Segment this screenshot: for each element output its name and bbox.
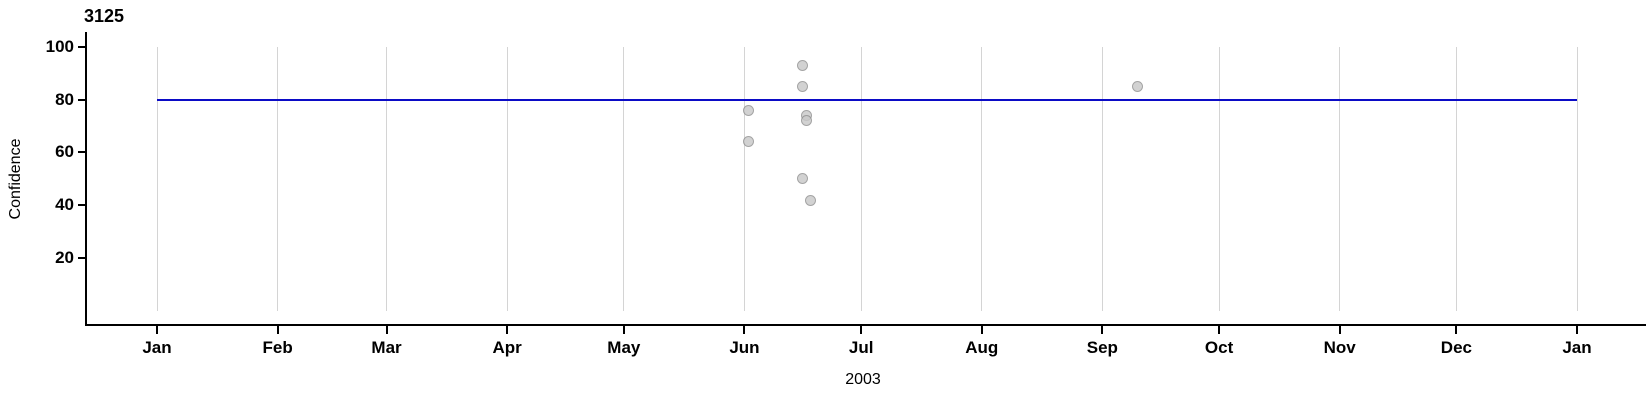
data-point: [1131, 80, 1143, 92]
x-tick-label-mar: Mar: [371, 338, 402, 357]
x-tick-mark: [1576, 326, 1578, 334]
month-gridline: [277, 46, 279, 312]
x-tick-label-may: May: [607, 338, 641, 357]
x-tick-mark: [1455, 326, 1458, 334]
month-gridline: [623, 46, 625, 312]
month-gridline: [1339, 46, 1341, 312]
x-tick-label-nov: Nov: [1323, 338, 1356, 357]
x-tick-mark: [276, 326, 279, 334]
y-tick-label: 100: [45, 36, 74, 56]
x-tick-mark: [506, 326, 509, 334]
x-tick-mark: [1101, 326, 1104, 334]
data-point: [801, 115, 813, 127]
x-tick-mark: [385, 326, 388, 334]
data-point: [805, 194, 817, 206]
data-point: [797, 80, 809, 92]
x-tick-label-jan: Jan: [142, 338, 172, 357]
x-tick-label-dec: Dec: [1440, 338, 1472, 357]
month-gridline: [743, 46, 745, 312]
x-tick-mark: [622, 326, 625, 334]
month-gridline: [860, 46, 862, 312]
y-tick-mark: [78, 151, 86, 154]
x-tick-label-sep: Sep: [1086, 338, 1118, 357]
x-tick-label-jul: Jul: [848, 338, 874, 357]
y-tick-label: 80: [55, 89, 74, 109]
x-tick-label-aug: Aug: [965, 338, 999, 357]
data-point: [797, 173, 809, 185]
month-gridline: [1576, 46, 1578, 312]
y-tick-mark: [78, 98, 86, 101]
x-axis-year-label: 2003: [845, 371, 881, 388]
y-axis-line: [85, 32, 87, 326]
x-tick-mark: [743, 326, 746, 334]
x-tick-mark: [1338, 326, 1341, 334]
x-tick-label-jun: Jun: [729, 338, 760, 357]
chart-title: 3125: [84, 6, 125, 26]
month-gridline: [1101, 46, 1103, 312]
x-tick-mark: [980, 326, 983, 334]
month-gridline: [1218, 46, 1220, 312]
data-point: [797, 59, 809, 71]
month-gridline: [506, 46, 508, 312]
month-gridline: [1455, 46, 1457, 312]
x-axis-line: [85, 324, 1646, 326]
month-gridline: [386, 46, 388, 312]
x-tick-label-feb: Feb: [262, 338, 293, 357]
x-tick-mark: [1218, 326, 1221, 334]
data-point: [742, 104, 754, 116]
y-tick-label: 20: [55, 248, 74, 268]
reference-line: [157, 98, 1577, 101]
y-tick-mark: [78, 257, 86, 260]
data-point: [742, 136, 754, 148]
y-tick-label: 40: [55, 195, 74, 215]
month-gridline: [981, 46, 983, 312]
x-tick-label-apr: Apr: [492, 338, 522, 357]
x-tick-mark: [156, 326, 158, 334]
month-gridline: [156, 46, 158, 312]
x-tick-mark: [860, 326, 863, 334]
y-tick-mark: [78, 45, 86, 48]
x-tick-label-oct: Oct: [1204, 338, 1234, 357]
y-tick-mark: [78, 204, 86, 207]
y-tick-label: 60: [55, 142, 74, 162]
x-tick-label-jan: Jan: [1562, 338, 1592, 357]
